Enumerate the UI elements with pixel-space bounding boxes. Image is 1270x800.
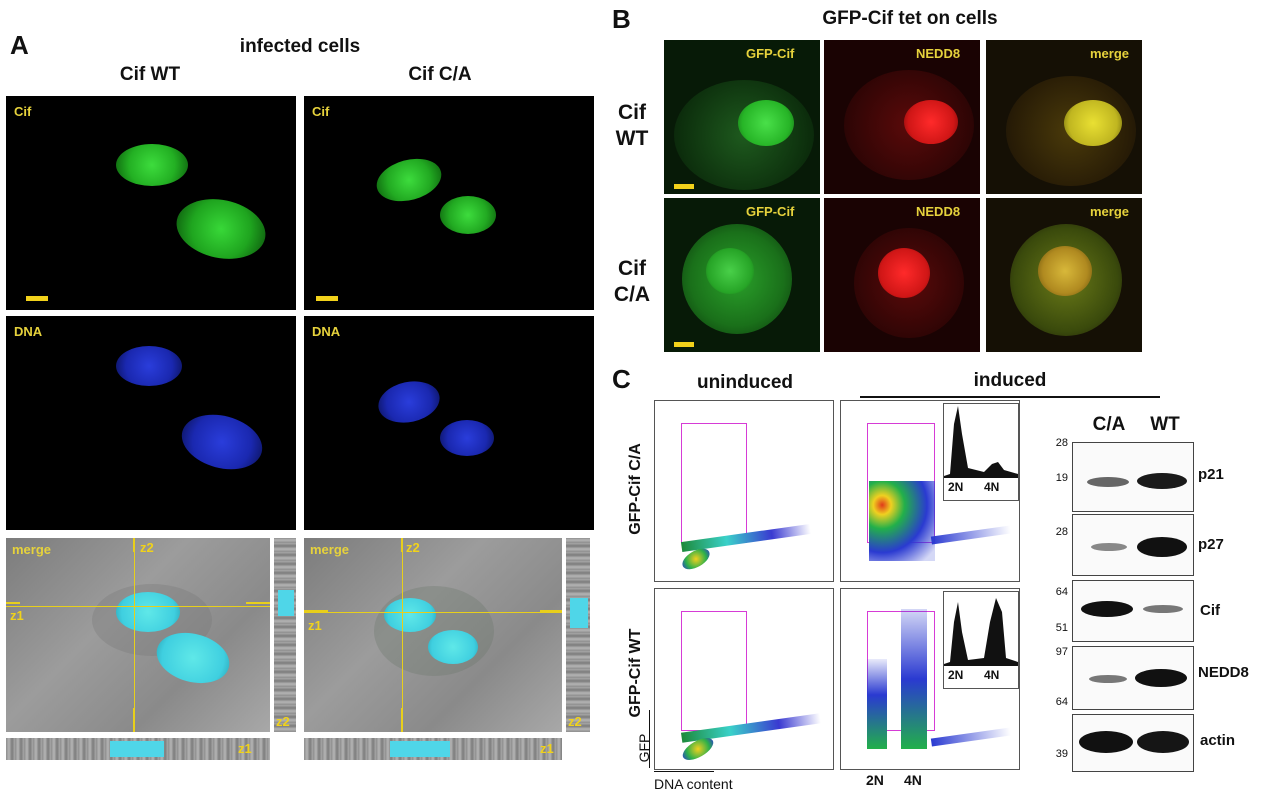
- panel-b-letter: B: [612, 4, 631, 34]
- axis-label-dna-content: DNA content: [654, 776, 733, 792]
- panel-c-letter: C: [612, 364, 631, 394]
- channel-label-dna: DNA: [14, 324, 43, 339]
- micrograph-b-gfp-ca: GFP-Cif: [664, 198, 820, 352]
- orthogonal-view-z1-wt: z1: [6, 738, 270, 760]
- histogram-inset: 2N 4N: [943, 403, 1019, 501]
- axis-x-arrow: [654, 771, 714, 772]
- row-label-cif-ca: Cif C/A: [613, 257, 651, 306]
- channel-label-cif: Cif: [14, 104, 32, 119]
- micrograph-cif-wt: Cif: [6, 96, 296, 310]
- channel-label-merge: merge: [310, 542, 350, 557]
- panel-a-col-ca: Cif C/A: [408, 64, 472, 85]
- mw-marker: 51: [1055, 622, 1068, 634]
- western-blot-actin: [1072, 714, 1194, 772]
- mw-marker: 28: [1055, 526, 1068, 538]
- lane-label-wt: WT: [1150, 414, 1180, 435]
- column-label-induced: induced: [973, 370, 1047, 391]
- western-blot-p21: [1072, 442, 1194, 512]
- protein-label-cif: Cif: [1200, 602, 1220, 619]
- z2-label: z2: [140, 540, 154, 555]
- scale-bar: [26, 296, 48, 301]
- western-blot-p27: [1072, 514, 1194, 576]
- panel-a-title: infected cells: [239, 36, 361, 57]
- lane-label-ca: C/A: [1092, 414, 1126, 435]
- tick-2n: 2N: [948, 480, 964, 494]
- orthogonal-view-z1-ca: z1: [304, 738, 562, 760]
- column-label-uninduced: uninduced: [696, 372, 794, 393]
- channel-label-merge: merge: [1090, 204, 1130, 219]
- z2-label: z2: [276, 714, 290, 729]
- z2-label: z2: [406, 540, 420, 555]
- row-label-cif-wt: Cif WT: [615, 101, 649, 150]
- orthogonal-view-z2-wt: z2: [274, 538, 296, 732]
- axis-label-gfp: GFP: [636, 733, 652, 763]
- axis-tick-2n: 2N: [866, 772, 884, 788]
- mw-marker: 39: [1055, 748, 1068, 760]
- mw-marker: 64: [1055, 586, 1068, 598]
- panel-a-letter: A: [10, 30, 29, 60]
- protein-label-p27: p27: [1198, 536, 1224, 553]
- orthogonal-view-z2-ca: z2: [566, 538, 590, 732]
- micrograph-cif-ca: Cif: [304, 96, 594, 310]
- z1-label: z1: [238, 741, 252, 756]
- axis-y-arrow: [649, 710, 650, 768]
- mw-marker: 97: [1055, 646, 1068, 658]
- panel-b-title: GFP-Cif tet on cells: [822, 8, 998, 29]
- channel-label-nedd8: NEDD8: [916, 46, 961, 61]
- tick-4n: 4N: [984, 480, 1000, 494]
- flow-plot-wt-uninduced: [654, 588, 834, 770]
- micrograph-merge-wt: merge z1 z2: [6, 538, 270, 732]
- channel-label-merge: merge: [1090, 46, 1130, 61]
- z1-label: z1: [10, 608, 24, 623]
- axis-tick-4n: 4N: [904, 772, 922, 788]
- gate: [681, 423, 747, 543]
- micrograph-b-gfp-wt: GFP-Cif: [664, 40, 820, 194]
- flow-plot-wt-induced: 2N 4N: [840, 588, 1020, 770]
- z1-label: z1: [540, 741, 554, 756]
- mw-marker: 64: [1055, 696, 1068, 708]
- protein-label-nedd8: NEDD8: [1198, 664, 1249, 681]
- induced-bracket-line: [860, 396, 1160, 398]
- histogram-inset: 2N 4N: [943, 591, 1019, 689]
- scale-bar: [674, 342, 694, 347]
- micrograph-merge-ca: merge z1 z2: [304, 538, 562, 732]
- mw-marker: 28: [1055, 437, 1068, 449]
- micrograph-b-nedd8-wt: NEDD8: [824, 40, 980, 194]
- gate: [681, 611, 747, 731]
- channel-label-cif: Cif: [312, 104, 330, 119]
- mw-marker: 19: [1055, 472, 1068, 484]
- flow-plot-ca-induced: 2N 4N: [840, 400, 1020, 582]
- micrograph-b-nedd8-ca: NEDD8: [824, 198, 980, 352]
- flow-plot-ca-uninduced: [654, 400, 834, 582]
- micrograph-b-merge-ca: merge: [986, 198, 1142, 352]
- micrograph-b-merge-wt: merge: [986, 40, 1142, 194]
- scale-bar: [674, 184, 694, 189]
- scale-bar: [316, 296, 338, 301]
- channel-label-gfp-cif: GFP-Cif: [746, 46, 795, 61]
- z1-label: z1: [308, 618, 322, 633]
- channel-label-gfp-cif: GFP-Cif: [746, 204, 795, 219]
- tick-2n: 2N: [948, 668, 964, 682]
- western-blot-nedd8: [1072, 646, 1194, 710]
- channel-label-nedd8: NEDD8: [916, 204, 961, 219]
- row-label-gfp-cif-ca: GFP-Cif C/A: [627, 443, 644, 535]
- protein-label-p21: p21: [1198, 466, 1224, 483]
- tick-4n: 4N: [984, 668, 1000, 682]
- western-blot-cif: [1072, 580, 1194, 642]
- micrograph-dna-ca: DNA: [304, 316, 594, 530]
- micrograph-dna-wt: DNA: [6, 316, 296, 530]
- panel-a-col-wt: Cif WT: [119, 64, 181, 85]
- z2-label: z2: [568, 714, 582, 729]
- channel-label-dna: DNA: [312, 324, 341, 339]
- row-label-gfp-cif-wt: GFP-Cif WT: [627, 628, 644, 718]
- channel-label-merge: merge: [12, 542, 52, 557]
- protein-label-actin: actin: [1200, 732, 1236, 749]
